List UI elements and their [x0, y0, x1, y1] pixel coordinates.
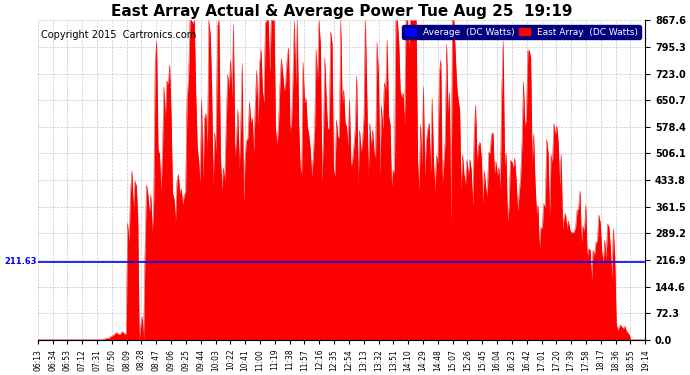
- Text: 211.63: 211.63: [4, 257, 37, 266]
- Text: Copyright 2015  Cartronics.com: Copyright 2015 Cartronics.com: [41, 30, 196, 40]
- Title: East Array Actual & Average Power Tue Aug 25  19:19: East Array Actual & Average Power Tue Au…: [110, 4, 572, 19]
- Legend: Average  (DC Watts), East Array  (DC Watts): Average (DC Watts), East Array (DC Watts…: [402, 25, 641, 39]
